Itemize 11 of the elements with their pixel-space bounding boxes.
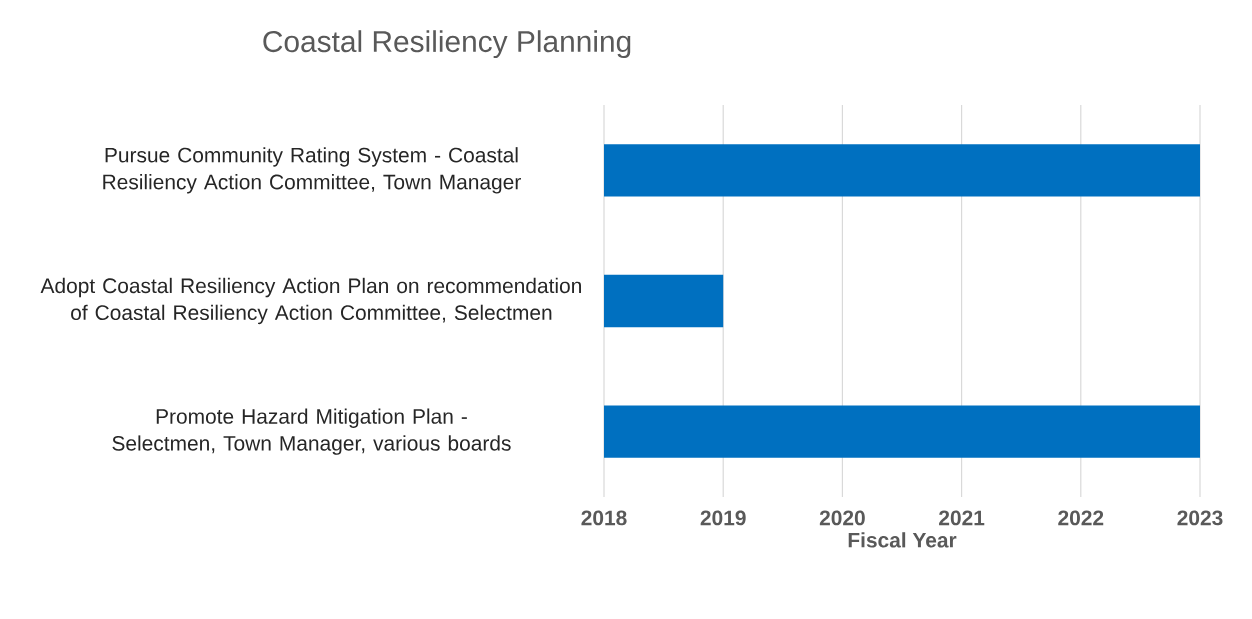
- x-tick-label: 2019: [700, 510, 746, 526]
- x-tick-label: 2018: [581, 510, 627, 526]
- x-tick-label: 2022: [1058, 510, 1104, 526]
- x-axis-title: Fiscal Year: [848, 532, 957, 548]
- y-tick-label: Pursue Community Rating System - Coastal Resiliency Action Committee, Town Manager: [103, 147, 521, 194]
- chart-title: Coastal Resiliency Planning: [263, 30, 631, 59]
- y-tick-label: Promote Hazard Mitigation Plan - Selectmen, Town Manager, various boards: [112, 408, 511, 455]
- x-tick-label: 2023: [1177, 510, 1223, 526]
- y-tick-label: Adopt Coastal Resiliency Action Plan on recommendation of Coastal Resiliency Action Committee, Selectmen: [40, 277, 581, 325]
- x-tick-label: 2020: [819, 510, 865, 526]
- x-tick-label: 2021: [939, 510, 985, 526]
